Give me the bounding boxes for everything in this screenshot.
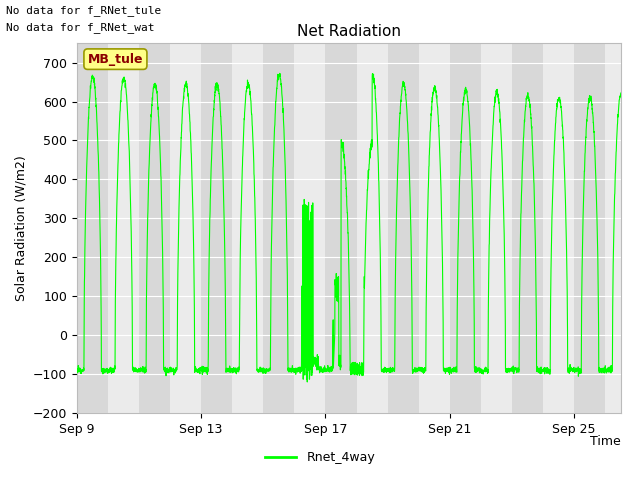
- Bar: [512, 43, 543, 413]
- Y-axis label: Solar Radiation (W/m2): Solar Radiation (W/m2): [14, 155, 27, 301]
- Bar: [108, 43, 139, 413]
- Bar: [77, 43, 108, 413]
- Text: MB_tule: MB_tule: [88, 53, 143, 66]
- Bar: [263, 43, 294, 413]
- Bar: [201, 43, 232, 413]
- Bar: [388, 43, 419, 413]
- Bar: [543, 43, 574, 413]
- Text: No data for f_RNet_wat: No data for f_RNet_wat: [6, 22, 155, 33]
- Bar: [139, 43, 170, 413]
- Bar: [605, 43, 621, 413]
- Bar: [356, 43, 388, 413]
- Bar: [294, 43, 326, 413]
- Bar: [326, 43, 356, 413]
- Title: Net Radiation: Net Radiation: [297, 24, 401, 39]
- Legend: Rnet_4way: Rnet_4way: [260, 446, 380, 469]
- Bar: [574, 43, 605, 413]
- Bar: [232, 43, 263, 413]
- Bar: [481, 43, 512, 413]
- Bar: [450, 43, 481, 413]
- Text: No data for f_RNet_tule: No data for f_RNet_tule: [6, 5, 162, 16]
- Text: Time: Time: [590, 435, 621, 448]
- Bar: [170, 43, 201, 413]
- Bar: [419, 43, 450, 413]
